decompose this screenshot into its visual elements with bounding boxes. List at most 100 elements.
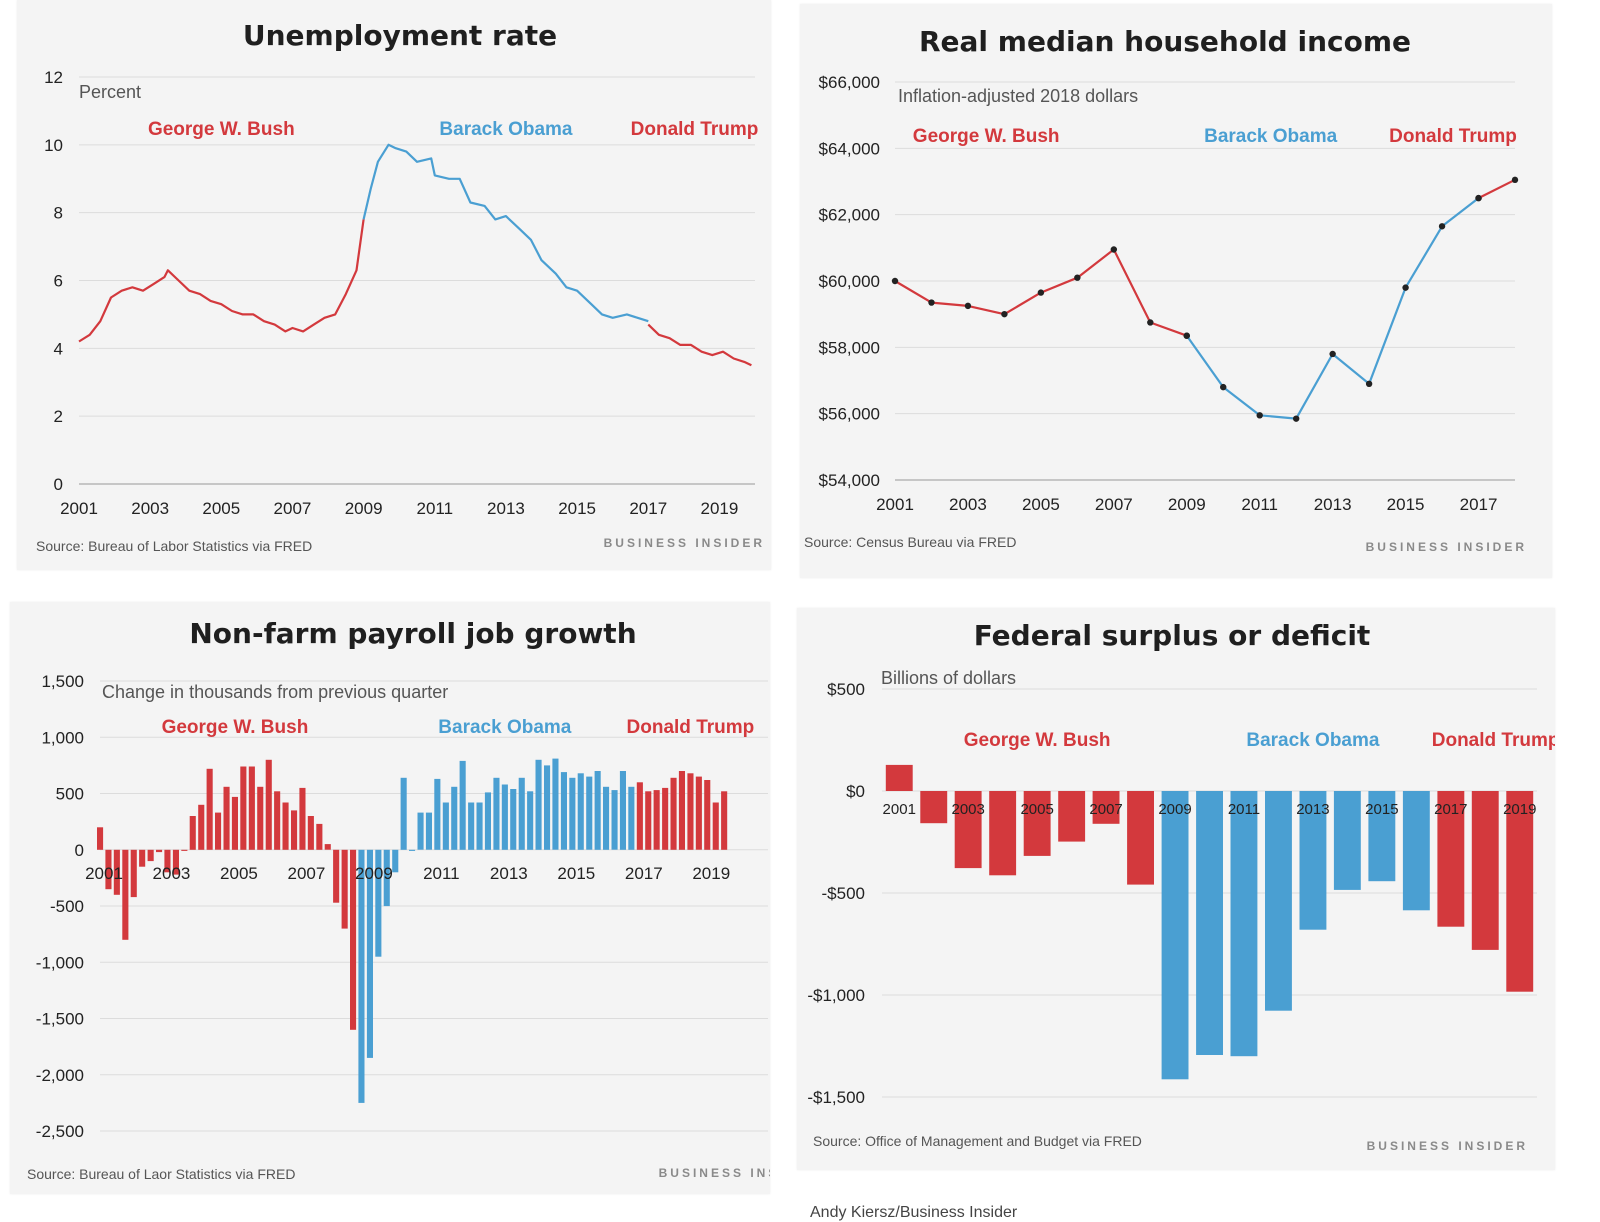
bar [350, 849, 357, 1030]
bar [198, 804, 205, 850]
brand-logo: BUSINESS INSIDER [1366, 540, 1527, 554]
x-tick-label: 2005 [1022, 495, 1060, 514]
bar [695, 776, 702, 850]
bar [105, 849, 112, 890]
x-tick-label: 2011 [1241, 495, 1278, 514]
bar [1506, 791, 1534, 992]
bar [636, 782, 643, 850]
era-label: Barack Obama [438, 717, 572, 738]
bar [139, 849, 146, 867]
unemployment-panel: Unemployment rate Percent 0 2 4 6 8 10 12 Source:… [17, 0, 771, 570]
bar [172, 849, 179, 875]
bar [527, 791, 534, 850]
chart-title: Unemployment rate [243, 19, 557, 52]
bar [1299, 791, 1327, 930]
data-point [1220, 383, 1227, 391]
series-line-bush [78, 219, 365, 343]
data-point [1438, 223, 1446, 230]
y-tick-label: $500 [827, 680, 865, 699]
bar [206, 768, 213, 850]
series-line-trump [1478, 178, 1516, 200]
bar [1265, 791, 1292, 1011]
bar [324, 844, 331, 850]
deficit-panel: Federal surplus or deficit Billions of do… [797, 608, 1555, 1170]
bar [442, 802, 449, 850]
y-tick-label: -2,500 [36, 1122, 84, 1141]
x-tick-label: 2007 [1089, 801, 1122, 818]
bar [122, 849, 129, 940]
data-point [1511, 176, 1519, 184]
bar [662, 787, 669, 850]
bar [417, 812, 424, 850]
source-note: Source: Office of Management and Budget … [813, 1133, 1142, 1149]
bar [1023, 791, 1051, 856]
bar [223, 786, 230, 850]
bar [383, 849, 390, 907]
source-note: Source: Bureau of Laor Statistics via FR… [27, 1166, 295, 1182]
bar [248, 766, 255, 850]
bar [920, 791, 948, 824]
data-point [1475, 194, 1482, 202]
bar [392, 849, 399, 873]
x-tick-label: 2005 [202, 499, 240, 518]
x-tick-label: 2015 [558, 499, 596, 518]
unit-label: Change in thousands from previous quarte… [102, 682, 448, 702]
bar [130, 849, 137, 898]
bar [484, 792, 491, 850]
x-tick-label: 2019 [1503, 801, 1536, 818]
era-label: George W. Bush [964, 730, 1111, 751]
x-tick-label: 2007 [1095, 495, 1133, 514]
bar [1471, 791, 1499, 950]
bar [375, 849, 382, 957]
income-panel: Real median household income Inflation-ad… [800, 4, 1552, 578]
x-tick-label: 2011 [423, 864, 460, 883]
y-tick-label: $62,000 [819, 206, 880, 225]
brand-logo: BUSINESS INSIDER [659, 1166, 770, 1180]
era-label: Donald Trump [1432, 730, 1555, 751]
source-note: Source: Census Bureau via FRED [804, 534, 1016, 550]
y-tick-label: -$500 [822, 884, 865, 903]
x-tick-label: 2001 [876, 495, 914, 514]
bar [291, 810, 298, 850]
bar [409, 849, 416, 851]
y-tick-label: 1,000 [41, 728, 84, 747]
bar [1092, 791, 1120, 824]
bar [1437, 791, 1465, 927]
unemployment-chart: Unemployment rate Percent 0 2 4 6 8 10 12 Source:… [36, 19, 762, 554]
chart-title: Real median household income [919, 25, 1411, 58]
bar [451, 786, 458, 850]
author-credit: Andy Kiersz/Business Insider [810, 1204, 1018, 1221]
era-label: George W. Bush [148, 119, 295, 140]
bar [1058, 791, 1086, 842]
bar [501, 784, 508, 850]
x-tick-label: 2001 [85, 864, 123, 883]
y-tick-label: $64,000 [819, 139, 880, 158]
income-chart: Real median household income Inflation-ad… [804, 25, 1527, 554]
bar [721, 791, 728, 850]
era-label: Donald Trump [631, 119, 759, 140]
bar [544, 765, 551, 850]
bar [569, 777, 576, 850]
x-tick-label: 2003 [131, 499, 169, 518]
bar [594, 771, 601, 850]
bar [535, 759, 542, 850]
bar [215, 812, 222, 850]
bar [164, 849, 171, 873]
x-tick-label: 2009 [1168, 495, 1206, 514]
bar [366, 849, 373, 1058]
y-tick-label: $58,000 [819, 338, 880, 357]
bar [147, 849, 154, 862]
series-line-obama [1185, 197, 1480, 420]
x-tick-label: 2013 [487, 499, 525, 518]
bar [468, 802, 475, 850]
bar [231, 796, 238, 850]
bar [113, 849, 120, 895]
bar [628, 786, 635, 850]
x-tick-label: 2015 [1365, 801, 1398, 818]
bar [577, 773, 584, 850]
y-tick-label: -2,000 [36, 1066, 84, 1085]
x-tick-label: 2013 [1314, 495, 1352, 514]
bar [493, 777, 500, 850]
data-point [1074, 274, 1081, 281]
source-note: Source: Bureau of Labor Statistics via F… [36, 538, 312, 554]
